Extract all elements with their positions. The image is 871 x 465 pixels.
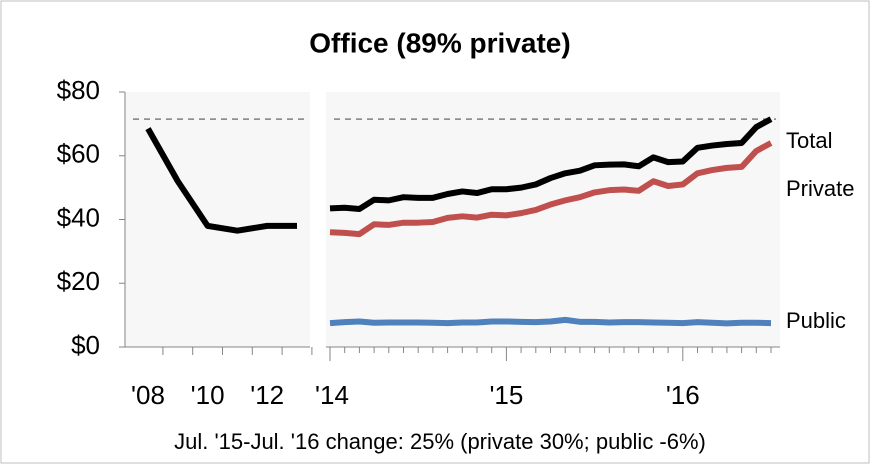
series-line — [145, 127, 297, 234]
plot-area — [326, 92, 780, 347]
plot-area — [125, 92, 310, 347]
x-tick-label: '12 — [250, 380, 284, 410]
legend-label: Private — [786, 176, 854, 201]
chart-note: Jul. '15-Jul. '16 change: 25% (private 3… — [174, 429, 706, 454]
y-tick-label: $0 — [71, 330, 100, 360]
series-line — [329, 116, 773, 212]
legend-label: Public — [786, 308, 846, 333]
y-tick-label: $80 — [57, 75, 100, 105]
y-tick-label: $20 — [57, 266, 100, 296]
x-tick-label: '15 — [489, 380, 523, 410]
x-tick-label: '14 — [315, 380, 349, 410]
legend-label: Total — [786, 128, 832, 153]
x-tick-label: '10 — [191, 380, 225, 410]
series-line — [329, 140, 773, 238]
y-tick-label: $40 — [57, 202, 100, 232]
x-tick-label: '08 — [131, 380, 165, 410]
series-line — [329, 316, 772, 327]
y-tick-label: $60 — [57, 139, 100, 169]
chart-title: Office (89% private) — [309, 27, 570, 58]
x-tick-label: '16 — [666, 380, 700, 410]
